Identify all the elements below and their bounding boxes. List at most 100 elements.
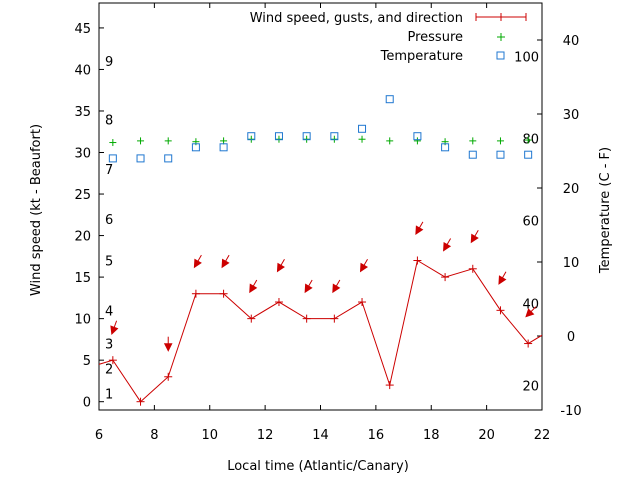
- legend-label-temperature: Temperature: [380, 49, 463, 64]
- temperature-point: [247, 132, 256, 141]
- wind-speed-point: [164, 372, 173, 381]
- y-left-tick-label: 0: [83, 396, 91, 411]
- y-left-tick-label: 20: [74, 230, 91, 245]
- pressure-point: [386, 137, 394, 145]
- axis-ticks: 6 8 10 12 14 16 18 20 22051015202530354045-10010…: [74, 3, 582, 443]
- arrow-head: [110, 325, 119, 335]
- wind-speed-point: [330, 314, 339, 323]
- wind-direction-arrow: [359, 259, 369, 273]
- beaufort-label: 9: [105, 55, 113, 70]
- fahrenheit-label: 40: [522, 297, 539, 312]
- pressure-point: [524, 136, 532, 144]
- fahrenheit-label: 100: [514, 50, 539, 65]
- legend-label-pressure: Pressure: [407, 30, 463, 45]
- x-tick-label: 14: [312, 428, 329, 443]
- y-right-tick-label: 20: [563, 182, 580, 197]
- wind-speed-point: [385, 381, 394, 390]
- wind-direction-arrow: [415, 221, 424, 235]
- y-left-tick-label: 10: [74, 313, 91, 328]
- x-tick-label: 18: [423, 428, 440, 443]
- wind-direction-arrow: [221, 254, 230, 269]
- wind-direction-arrow: [470, 229, 479, 244]
- beaufort-label: 3: [105, 338, 113, 353]
- x-tick-label: 12: [257, 428, 274, 443]
- x-tick-label: 6: [95, 428, 103, 443]
- wind-direction-arrow: [332, 279, 341, 294]
- beaufort-label: 7: [105, 163, 113, 178]
- legend-swatch-wind: [475, 13, 527, 21]
- arrow-head: [193, 258, 202, 269]
- wind-speed-point: [441, 273, 450, 282]
- data-series: [99, 95, 542, 406]
- wind-direction-arrow: [525, 306, 537, 318]
- y-left-tick-label: 40: [74, 63, 91, 78]
- beaufort-label: 4: [105, 304, 113, 319]
- x-tick-label: 22: [534, 428, 551, 443]
- y-left-tick-label: 25: [74, 188, 91, 203]
- temperature-point: [413, 132, 422, 141]
- beaufort-label: 8: [105, 113, 113, 128]
- y-left-tick-label: 45: [74, 22, 91, 37]
- temperature-point: [136, 154, 145, 163]
- arrow-head: [498, 275, 507, 285]
- temperature-point: [330, 132, 339, 141]
- wind-speed-point: [247, 314, 256, 323]
- legend-swatch-temperature: [496, 51, 505, 60]
- fahrenheit-label: 20: [522, 380, 539, 395]
- pressure-point: [469, 137, 477, 145]
- y-right-tick-label: -10: [560, 404, 581, 419]
- x-tick-label: 16: [368, 428, 385, 443]
- arrow-head: [470, 233, 479, 244]
- wind-direction-arrow: [498, 271, 507, 285]
- wind-direction-arrow: [276, 259, 285, 273]
- pressure-point: [137, 137, 145, 145]
- temperature-point: [524, 150, 533, 159]
- temperature-point: [191, 143, 200, 152]
- arrow-head: [276, 262, 285, 273]
- pressure-point: [220, 137, 228, 145]
- x-tick-label: 10: [201, 428, 218, 443]
- wind-direction-arrow: [163, 336, 173, 352]
- y-right-tick-label: 0: [567, 330, 575, 345]
- wind-speed-point: [302, 314, 311, 323]
- pressure-point: [109, 139, 117, 147]
- arrow-head: [443, 241, 452, 252]
- beaufort-label: 1: [105, 387, 113, 402]
- wind-speed-point: [413, 256, 422, 265]
- wind-speed-point: [136, 397, 145, 406]
- pressure-point: [413, 137, 421, 145]
- arrow-head: [525, 308, 535, 318]
- wind-speed-point: [108, 356, 117, 365]
- pressure-point: [164, 137, 172, 145]
- y-left-tick-label: 35: [74, 105, 91, 120]
- y-left-tick-label: 5: [83, 354, 91, 369]
- temperature-point: [108, 154, 117, 163]
- arrow-head: [249, 283, 258, 294]
- temperature-point: [219, 143, 228, 152]
- beaufort-label: 2: [105, 362, 113, 377]
- arrow-head: [304, 283, 313, 294]
- arrow-head: [415, 225, 424, 235]
- temperature-point: [358, 124, 367, 133]
- plot-area: [99, 95, 542, 406]
- wind-direction-arrow: [110, 320, 119, 335]
- arrow-head: [163, 343, 173, 352]
- temperature-point: [441, 143, 450, 152]
- pressure-point: [496, 137, 504, 145]
- y-right-tick-label: 10: [563, 256, 580, 271]
- legend: Wind speed, gusts, and direction Pressur…: [250, 11, 527, 64]
- wind-speed-line: [99, 259, 542, 403]
- y-left-tick-label: 15: [74, 271, 91, 286]
- temperature-point: [385, 95, 394, 104]
- y-right-tick-label: 30: [563, 108, 580, 123]
- wind-direction-arrow: [249, 279, 258, 294]
- arrow-head: [359, 262, 369, 273]
- wind-speed-point: [524, 339, 533, 348]
- x-axis-label: Local time (Atlantic/Canary): [227, 459, 409, 474]
- pressure-point: [358, 135, 366, 143]
- wind-speed-point: [468, 264, 477, 273]
- x-tick-label: 20: [478, 428, 495, 443]
- x-tick-label: 8: [150, 428, 158, 443]
- beaufort-label: 5: [105, 254, 113, 269]
